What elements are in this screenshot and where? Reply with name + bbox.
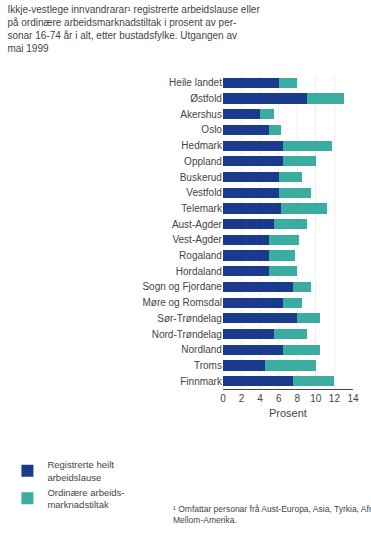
svg-text:Sør-Trøndelag: Sør-Trøndelag <box>157 313 222 324</box>
svg-text:Troms: Troms <box>194 360 222 371</box>
svg-text:Vest-Agder: Vest-Agder <box>172 234 222 245</box>
svg-text:Rogaland: Rogaland <box>179 250 222 261</box>
svg-text:Østfold: Østfold <box>190 93 222 104</box>
svg-text:Heile landet: Heile landet <box>169 77 222 88</box>
svg-text:8: 8 <box>294 393 300 404</box>
svg-text:Oslo: Oslo <box>201 124 222 135</box>
svg-text:0: 0 <box>220 393 226 404</box>
svg-text:2: 2 <box>239 393 245 404</box>
svg-text:Ordinære arbeids-marknadstilta: Ordinære arbeids-marknadstiltak <box>47 487 124 510</box>
svg-text:Vestfold: Vestfold <box>186 187 222 198</box>
svg-text:Oppland: Oppland <box>184 156 222 167</box>
svg-text:Prosent: Prosent <box>269 407 307 419</box>
svg-text:Ikkje-vestlege innvandrarar¹ r: Ikkje-vestlege innvandrarar¹ registrerte… <box>7 4 260 54</box>
svg-text:6: 6 <box>276 393 282 404</box>
svg-text:Buskerud: Buskerud <box>180 172 222 183</box>
svg-text:Møre og Romsdal: Møre og Romsdal <box>142 297 221 308</box>
svg-text:Akershus: Akershus <box>180 109 222 120</box>
svg-text:Nord-Trøndelag: Nord-Trøndelag <box>152 329 222 340</box>
svg-text:14: 14 <box>347 393 359 404</box>
svg-text:4: 4 <box>257 393 263 404</box>
svg-text:Registrerte heiltarbeidslause: Registrerte heiltarbeidslause <box>47 459 114 482</box>
svg-text:Sogn og Fjordane: Sogn og Fjordane <box>142 281 222 292</box>
svg-text:12: 12 <box>329 393 341 404</box>
svg-text:Nordland: Nordland <box>181 344 222 355</box>
svg-text:Aust-Agder: Aust-Agder <box>172 219 223 230</box>
svg-text:Telemark: Telemark <box>181 203 223 214</box>
svg-text:¹ Omfattar personar frå Aust-E: ¹ Omfattar personar frå Aust-Europa, Asi… <box>173 504 371 525</box>
svg-text:Hedmark: Hedmark <box>181 140 223 151</box>
svg-text:Finnmark: Finnmark <box>180 376 223 387</box>
svg-text:10: 10 <box>310 393 322 404</box>
svg-text:Hordaland: Hordaland <box>176 266 222 277</box>
